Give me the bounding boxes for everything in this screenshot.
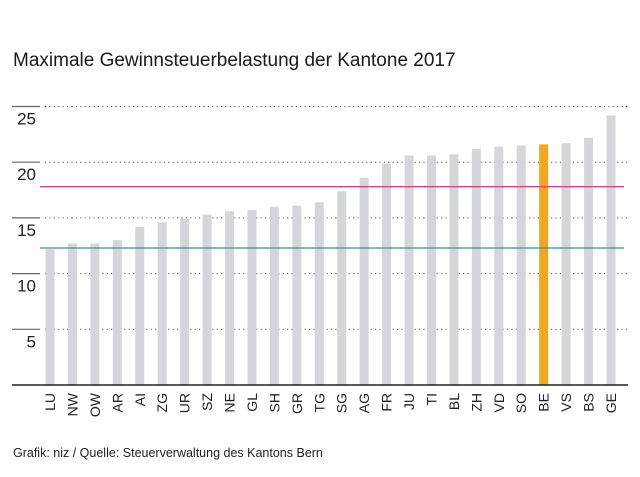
x-tick-label: VD bbox=[491, 393, 507, 412]
x-tick-label: SZ bbox=[199, 393, 215, 411]
bar-zg bbox=[157, 222, 167, 385]
bar-sg bbox=[337, 191, 347, 385]
y-tick-label: 25 bbox=[17, 110, 36, 129]
bar-ai bbox=[135, 226, 145, 385]
x-tick-label: NW bbox=[64, 392, 80, 416]
bar-vs bbox=[561, 143, 571, 385]
bar-nw bbox=[67, 243, 77, 385]
x-tick-label: TG bbox=[311, 393, 327, 412]
x-tick-label: SG bbox=[334, 393, 350, 413]
x-tick-label: NE bbox=[222, 393, 238, 412]
bar-vd bbox=[494, 146, 504, 385]
bar-bs bbox=[584, 137, 594, 385]
x-tick-label: BE bbox=[536, 393, 552, 412]
y-tick-label: 5 bbox=[27, 332, 36, 351]
x-tick-label: AI bbox=[132, 393, 148, 406]
x-tick-label: JU bbox=[401, 393, 417, 410]
y-tick-label: 15 bbox=[17, 221, 36, 240]
bar-ti bbox=[426, 155, 436, 385]
bar-fr bbox=[382, 163, 392, 385]
x-tick-label: ZG bbox=[154, 393, 170, 412]
bar-be bbox=[539, 144, 549, 385]
bar-ur bbox=[180, 219, 190, 385]
bar-ju bbox=[404, 155, 414, 385]
x-tick-label: AR bbox=[109, 393, 125, 412]
bar-sz bbox=[202, 214, 212, 385]
x-tick-label: FR bbox=[379, 393, 395, 412]
bar-ow bbox=[90, 243, 100, 385]
x-tick-label: ZH bbox=[468, 393, 484, 412]
bar-bl bbox=[449, 154, 459, 385]
bar-lu bbox=[45, 249, 55, 385]
bar-gr bbox=[292, 205, 302, 385]
bar-tg bbox=[314, 202, 324, 385]
x-tick-label: BS bbox=[581, 393, 597, 412]
y-tick-label: 10 bbox=[17, 277, 36, 296]
chart-source: Grafik: niz / Quelle: Steuerverwaltung d… bbox=[13, 446, 323, 460]
x-tick-label: TI bbox=[423, 393, 439, 405]
x-tick-label: BL bbox=[446, 393, 462, 410]
bar-zh bbox=[471, 148, 481, 385]
bar-sh bbox=[269, 206, 279, 385]
x-tick-label: GR bbox=[289, 393, 305, 414]
x-tick-label: OW bbox=[87, 392, 103, 417]
y-tick-label: 20 bbox=[17, 165, 36, 184]
bar-ag bbox=[359, 177, 369, 385]
x-tick-label: GE bbox=[603, 393, 619, 413]
bar-ge bbox=[606, 115, 616, 386]
chart-title: Maximale Gewinnsteuerbelastung der Kanto… bbox=[13, 50, 456, 71]
x-tick-label: VS bbox=[558, 393, 574, 412]
bar-ar bbox=[112, 240, 122, 385]
x-tick-label: UR bbox=[177, 393, 193, 413]
x-tick-label: GL bbox=[244, 393, 260, 412]
bar-ne bbox=[225, 211, 235, 385]
x-tick-label: SO bbox=[513, 393, 529, 413]
bar-gl bbox=[247, 210, 257, 385]
x-tick-label: SH bbox=[266, 393, 282, 412]
x-tick-label: AG bbox=[356, 393, 372, 413]
bar-so bbox=[516, 145, 526, 385]
x-tick-label: LU bbox=[42, 393, 58, 411]
